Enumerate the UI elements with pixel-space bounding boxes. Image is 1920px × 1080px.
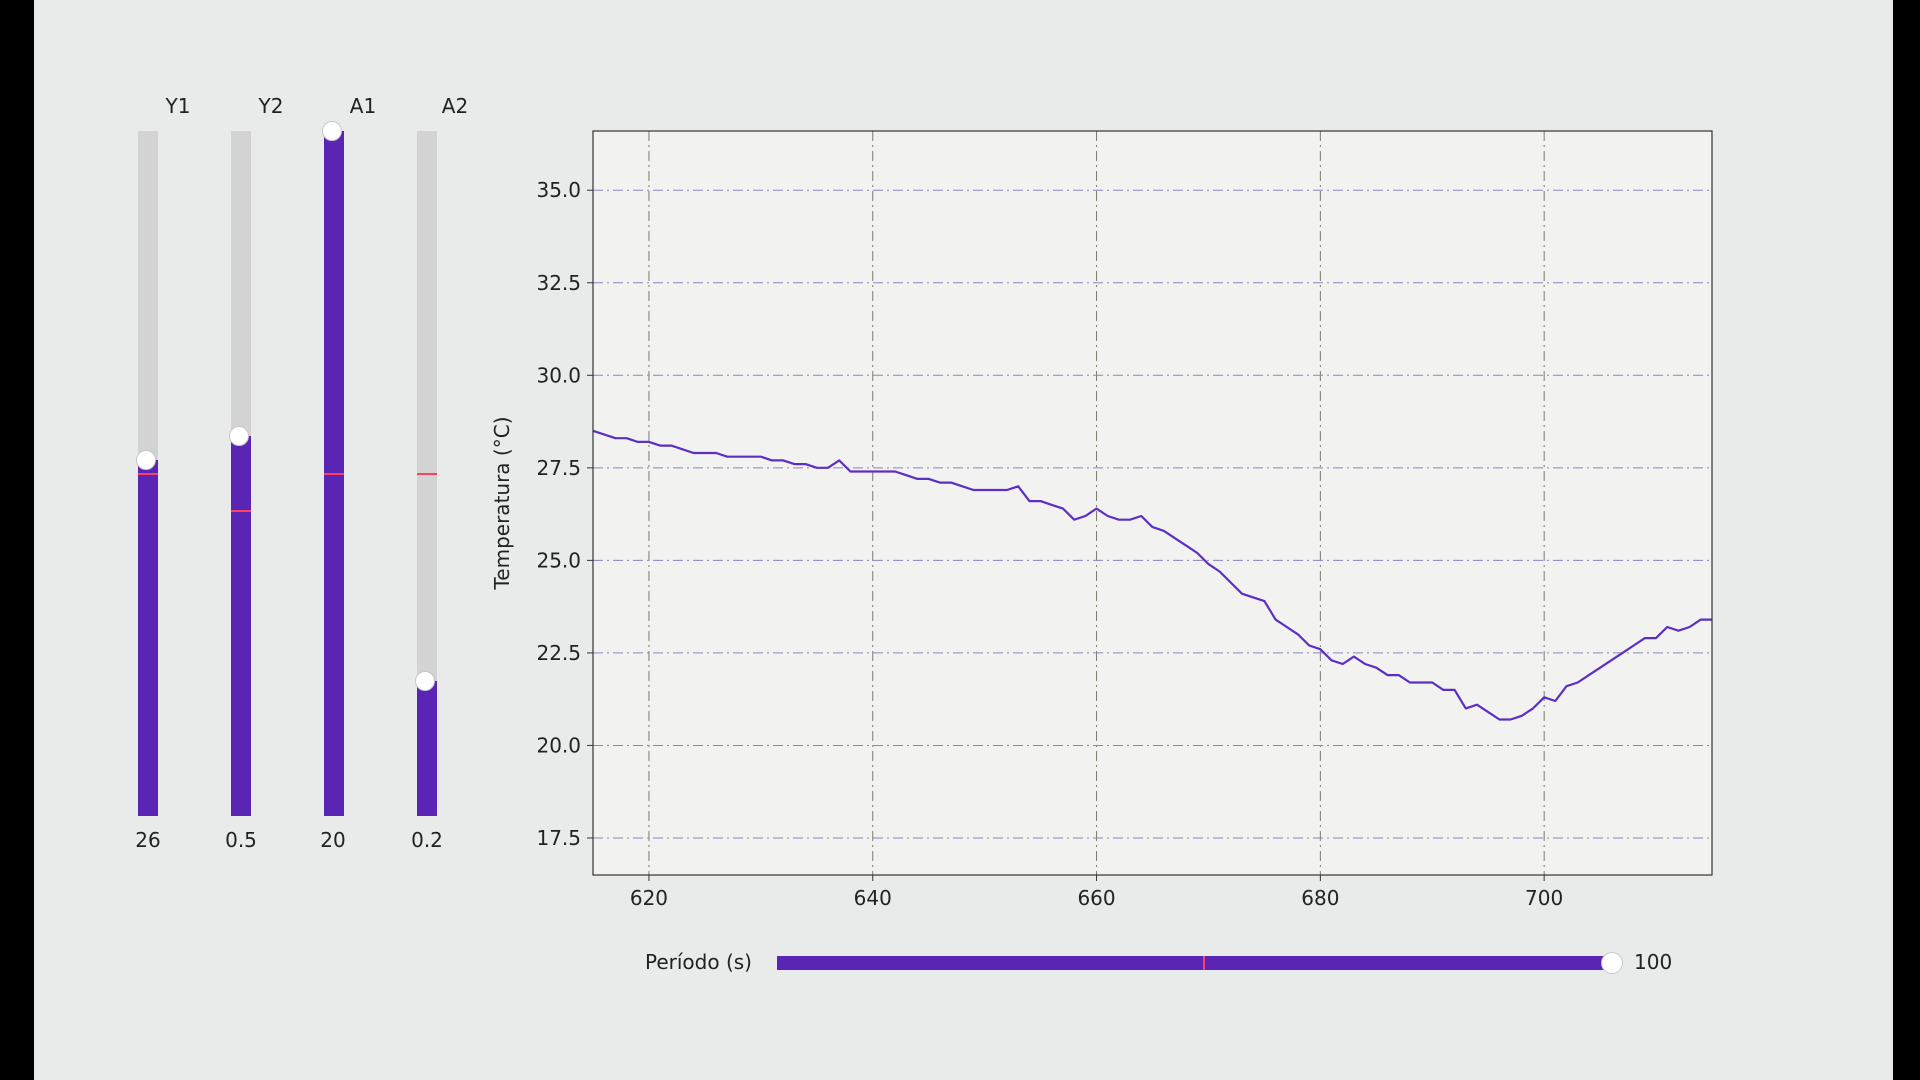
- period-slider-label: Período (s): [645, 950, 752, 974]
- slider-value: 26: [135, 828, 161, 852]
- slider-label: Y1: [165, 94, 191, 118]
- plot-area: [593, 131, 1712, 875]
- slider-fill: [138, 459, 158, 816]
- figure-canvas: Y1 26 Y2 0.5 A1 20 A2 0.2: [34, 0, 1893, 1080]
- slider-track[interactable]: [229, 131, 251, 816]
- slider-initial-marker: [138, 472, 158, 475]
- series-layer: [592, 429, 1712, 721]
- plot-frame: [592, 130, 1713, 876]
- y-tick-label: 22.5: [536, 641, 581, 665]
- slider-fill: [417, 681, 437, 816]
- y-tick-label: 27.5: [536, 456, 581, 480]
- y-tick-label: 35.0: [536, 178, 581, 202]
- slider-label: A2: [441, 94, 469, 118]
- slider-value: 0.5: [225, 828, 257, 852]
- ticks: 620 640 660 680 700 17.5 20.0 22.5 25.0 27.5 30.0 3…: [536, 178, 1563, 910]
- grid: [593, 131, 1712, 875]
- y-tick-label: 32.5: [536, 271, 581, 295]
- y-axis-label: Temperatura (°C): [490, 416, 514, 590]
- slider-handle[interactable]: [322, 121, 342, 141]
- temperature-chart: 620 640 660 680 700 17.5 20.0 22.5 25.0 27.5 30.0 3…: [490, 130, 1713, 910]
- slider-initial-marker: [324, 472, 344, 475]
- slider-handle[interactable]: [229, 425, 249, 446]
- slider-label: A1: [349, 94, 377, 118]
- slider-value: 20: [320, 828, 346, 852]
- x-tick-label: 660: [1077, 886, 1115, 910]
- slider-label: Y2: [258, 94, 284, 118]
- slider-initial-marker: [231, 510, 251, 513]
- slider-track[interactable]: [415, 131, 437, 816]
- slider-initial-marker: [417, 472, 437, 475]
- y-tick-label: 25.0: [536, 548, 581, 572]
- period-slider-initial-marker: [1202, 956, 1205, 970]
- slider-handle[interactable]: [415, 671, 435, 692]
- slider-handle[interactable]: [136, 449, 156, 470]
- slider-track[interactable]: [136, 131, 158, 816]
- x-tick-label: 640: [854, 886, 892, 910]
- y-tick-label: 30.0: [536, 363, 581, 387]
- period-slider-value: 100: [1634, 950, 1673, 974]
- slider-value: 0.2: [411, 828, 443, 852]
- y-tick-label: 20.0: [536, 733, 581, 757]
- period-slider-handle[interactable]: [1601, 952, 1623, 974]
- slider-fill: [231, 435, 251, 816]
- slider-track[interactable]: [322, 121, 344, 816]
- x-tick-label: 680: [1301, 886, 1339, 910]
- period-slider-track[interactable]: [777, 952, 1623, 974]
- x-tick-label: 620: [630, 886, 668, 910]
- y-tick-label: 17.5: [536, 826, 581, 850]
- temperature-line: [592, 429, 1712, 721]
- x-tick-label: 700: [1525, 886, 1563, 910]
